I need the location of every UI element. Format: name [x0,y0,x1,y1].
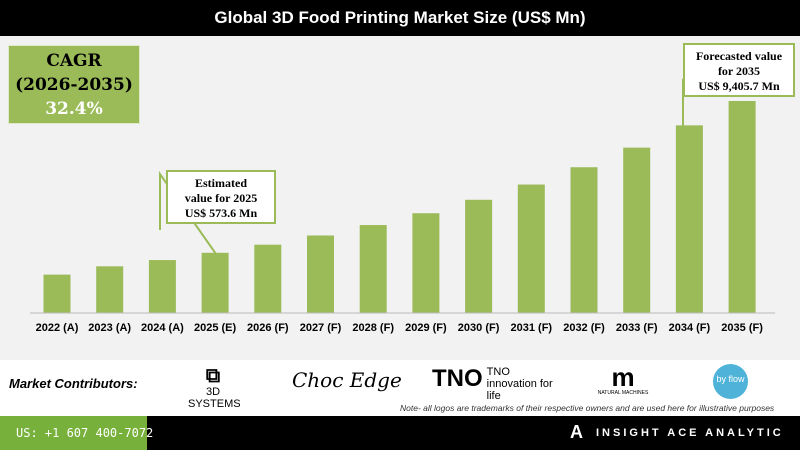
x-tick-label: 2024 (A) [141,322,184,334]
footer-bar: US: +1 607 400-7072 A INSIGHT ACE ANALYT… [0,416,800,450]
callout-line: Estimated [195,176,247,190]
logo-text: 3D SYSTEMS [188,386,241,410]
x-tick-label: 2030 (F) [458,322,500,334]
callout-line: value for 2025 [184,191,258,205]
logo-by-flow: by flow [713,364,748,399]
bar [675,125,703,313]
bar [412,213,440,313]
bar [148,260,176,313]
bar [43,274,71,313]
bar [254,244,282,313]
callout-line: US$ 9,405.7 Mn [698,79,780,93]
callout-line: US$ 573.6 Mn [184,206,258,220]
forecast-callout: Forecasted value for 2035 US$ 9,405.7 Mn [683,43,795,97]
cagr-label: CAGR [46,51,102,71]
phone-number: US: +1 607 400-7072 [0,416,153,450]
x-tick-label: 2028 (F) [352,322,394,334]
callout-line: for 2035 [717,64,761,78]
x-tick-label: 2027 (F) [300,322,342,334]
x-tick-label: 2022 (A) [36,322,79,334]
callout-pointer [159,170,217,255]
logo-tno: TNO TNO innovation for life [432,365,553,403]
cagr-box: CAGR (2026-2035) 32.4% [8,45,140,124]
bar [517,184,545,313]
x-tick-label: 2026 (F) [247,322,289,334]
bar [570,167,598,313]
x-tick-label: 2035 (F) [721,322,763,334]
x-tick-label: 2025 (E) [194,322,237,334]
3d-systems-icon: ⧉ [205,365,221,387]
x-tick-label: 2034 (F) [669,322,711,334]
bar [359,225,387,313]
bar [728,101,756,313]
x-tick-label: 2031 (F) [511,322,553,334]
chart-title: Global 3D Food Printing Market Size (US$… [0,0,800,36]
bar [465,199,493,313]
bar [623,147,651,313]
brand-name: INSIGHT ACE ANALYTIC [596,427,784,439]
trademark-note: Note- all logos are trademarks of their … [400,403,775,413]
x-tick-label: 2029 (F) [405,322,447,334]
callout-line: Forecasted value [695,49,783,63]
bar [96,266,124,313]
x-tick-label: 2033 (F) [616,322,658,334]
logo-choc-edge: Choc Edge [292,368,402,392]
logo-natural-machines: m NATURAL MACHINES [588,364,658,396]
logo-3d-systems: ⧉ 3D SYSTEMS [188,365,241,410]
x-tick-label: 2023 (A) [88,322,131,334]
brand-logo-icon: A [570,422,583,442]
contributors-label: Market Contributors: [9,376,138,391]
bar-chart: 2022 (A) 2023 (A) 2024 (A) 2025 (E) 2026 (F)… [30,78,775,334]
cagr-period: (2026-2035) [15,75,133,95]
x-tick-label: 2032 (F) [563,322,605,334]
bar [307,235,334,313]
contributors-bar: Market Contributors: ⧉ 3D SYSTEMS Choc E… [0,360,800,416]
logo-text: TNO innovation for life [486,366,553,402]
bar [201,252,229,313]
logo-text: NATURAL MACHINES [597,390,649,396]
cagr-value: 32.4% [45,99,103,119]
estimated-callout: Estimated value for 2025 US$ 573.6 Mn [166,170,276,224]
